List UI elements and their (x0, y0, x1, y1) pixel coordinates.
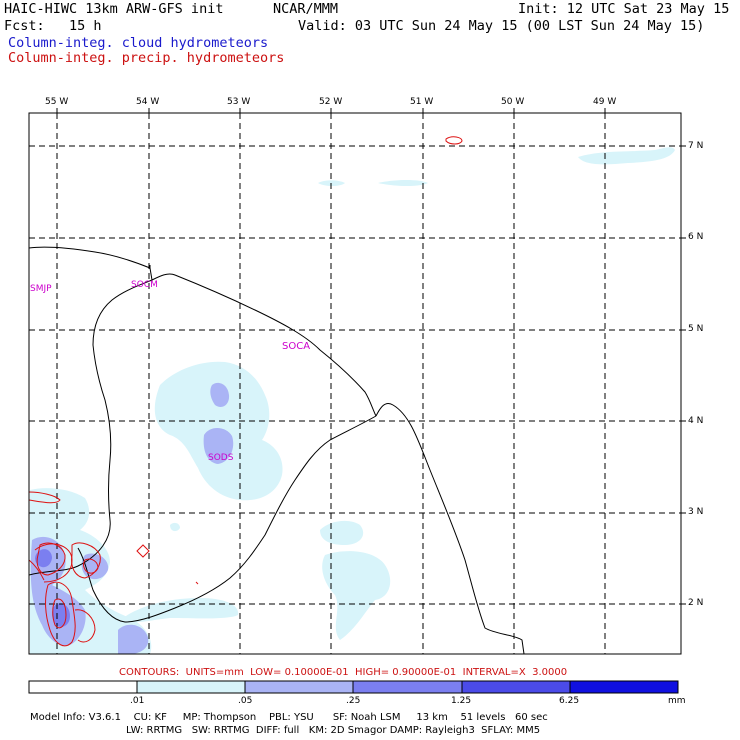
lon-label: 50 W (501, 97, 525, 107)
precip-contours (29, 136, 463, 647)
station-label: SODS (208, 453, 234, 463)
lat-label: 4 N (688, 416, 704, 426)
forecast-hour: Fcst: 15 h (4, 18, 102, 34)
lon-label: 54 W (136, 97, 160, 107)
lat-label: 2 N (688, 598, 704, 608)
valid-time: Valid: 03 UTC Sun 24 May 15 (00 LST Sun … (298, 18, 705, 34)
frame-ticks (56, 108, 686, 605)
org-label: NCAR/MMM (273, 1, 339, 17)
coastline (29, 246, 525, 654)
colorbar-tick: .25 (346, 696, 361, 706)
colorbar-tick: .05 (238, 696, 253, 706)
colorbar-tick: 6.25 (559, 696, 580, 706)
map-frame (28, 112, 682, 655)
field-cloud-label: Column-integ. cloud hydrometeors (8, 35, 269, 51)
contours-info: CONTOURS: UNITS=mm LOW= 0.10000E-01 HIGH… (119, 667, 568, 678)
lat-label: 7 N (688, 141, 704, 151)
lon-label: 49 W (593, 97, 617, 107)
colorbar-units: mm (668, 696, 686, 706)
colorbar-tick: 1.25 (451, 696, 472, 706)
model-title: HAIC-HIWC 13km ARW-GFS init (4, 1, 224, 17)
station-label: SOCM (131, 280, 158, 290)
cloud-shading-light (30, 147, 675, 654)
lat-label: 6 N (688, 232, 704, 242)
lon-label: 55 W (45, 97, 69, 107)
station-label: SOCA (282, 341, 311, 352)
lon-label: 51 W (410, 97, 434, 107)
init-time: Init: 12 UTC Sat 23 May 15 (518, 1, 730, 17)
model-info-line2: LW: RRTMG SW: RRTMG DIFF: full KM: 2D Sm… (126, 725, 541, 736)
station-label: SMJP (30, 284, 52, 294)
lat-lon-grid (29, 113, 681, 654)
field-precip-label: Column-integ. precip. hydrometeors (8, 50, 285, 66)
lat-label: 3 N (688, 507, 704, 517)
lon-label: 53 W (227, 97, 251, 107)
colorbar-tick: .01 (130, 696, 145, 706)
lon-label: 52 W (319, 97, 343, 107)
lat-label: 5 N (688, 324, 704, 334)
model-info-line1: Model Info: V3.6.1 CU: KF MP: Thompson P… (30, 712, 548, 723)
